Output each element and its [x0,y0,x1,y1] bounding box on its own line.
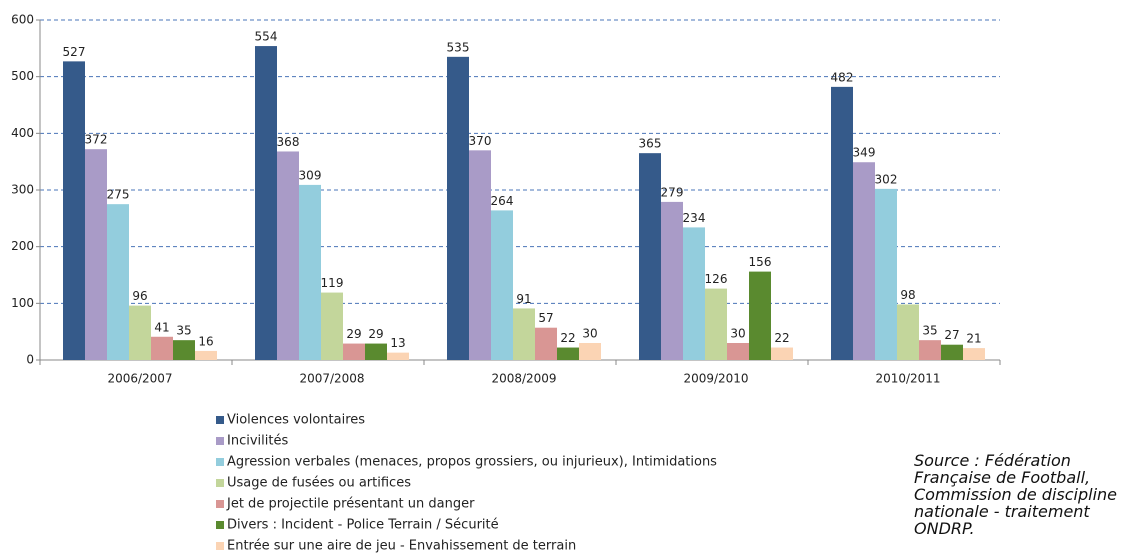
bar [941,344,963,360]
bar [749,271,771,360]
bar [727,343,749,360]
bar [535,327,557,360]
bar [255,46,277,361]
y-tick-label: 400 [11,126,34,140]
x-tick-label: 2008/2009 [491,372,556,386]
data-label: 234 [683,211,706,225]
data-label: 126 [705,272,728,286]
bar [107,204,129,360]
data-label: 96 [132,289,147,303]
data-label: 57 [538,311,553,325]
legend-swatch [216,500,224,508]
bar [705,288,727,360]
bar [853,162,875,360]
data-label: 535 [447,40,470,54]
legend-swatch [216,542,224,550]
bar [469,150,491,360]
data-label: 349 [853,146,876,160]
data-label: 21 [966,332,981,346]
data-label: 365 [639,137,662,151]
x-tick-label: 2010/2011 [875,372,940,386]
legend-label: Divers : Incident - Police Terrain / Séc… [227,518,499,533]
bar [897,304,919,360]
bar [129,305,151,360]
legend-swatch [216,437,224,445]
data-label: 29 [368,327,383,341]
y-tick-label: 0 [26,353,34,367]
data-label: 29 [346,327,361,341]
data-label: 482 [831,70,854,84]
data-label: 22 [774,331,789,345]
data-label: 98 [900,288,915,302]
bar [557,347,579,360]
source-note: Source : Fédération Française de Footbal… [914,451,1118,538]
data-label: 13 [390,336,405,350]
data-label: 27 [944,328,959,342]
data-label: 527 [63,45,86,59]
legend-swatch [216,458,224,466]
bar [447,56,469,360]
bar [513,308,535,360]
bar [963,348,985,360]
legend-swatch [216,479,224,487]
data-label: 368 [277,135,300,149]
bar [63,61,85,360]
x-tick-label: 2009/2010 [683,372,748,386]
bar [831,86,853,360]
bar [151,336,173,360]
bar [771,347,793,360]
data-label: 91 [516,292,531,306]
data-label: 309 [299,168,322,182]
legend-label: Agression verbales (menaces, propos gros… [227,455,717,470]
data-label: 264 [491,194,514,208]
data-label: 302 [875,172,898,186]
bar [365,343,387,360]
legend-swatch [216,521,224,529]
x-tick-label: 2006/2007 [107,372,172,386]
legend-label: Incivilités [227,434,288,449]
data-label: 16 [198,334,213,348]
bar [173,340,195,360]
bar [195,350,217,360]
bar [321,292,343,360]
data-label: 35 [922,324,937,338]
y-tick-label: 200 [11,239,34,253]
x-tick-label: 2007/2008 [299,372,364,386]
y-tick-label: 300 [11,183,34,197]
bar [639,153,661,360]
data-label: 370 [469,134,492,148]
legend-label: Usage de fusées ou artifices [227,476,411,491]
data-label: 35 [176,324,191,338]
data-label: 41 [154,320,169,334]
data-label: 372 [85,133,108,147]
data-label: 30 [582,327,597,341]
bar [683,227,705,360]
bar [875,188,897,360]
data-label: 554 [255,30,278,44]
y-tick-label: 500 [11,69,34,83]
bar [277,151,299,360]
data-label: 22 [560,331,575,345]
y-tick-label: 600 [11,13,34,27]
bar [491,210,513,360]
legend-label: Jet de projectile présentant un danger [226,497,475,512]
y-tick-label: 100 [11,296,34,310]
bar [85,149,107,360]
data-label: 279 [661,185,684,199]
legend-label: Entrée sur une aire de jeu - Envahisseme… [227,539,576,554]
bar [387,352,409,360]
bar [919,340,941,360]
bar [579,343,601,360]
bar [299,184,321,360]
data-label: 275 [107,188,130,202]
legend-swatch [216,416,224,424]
bar [343,343,365,360]
bar [661,201,683,360]
data-label: 156 [749,255,772,269]
data-label: 119 [321,276,344,290]
data-label: 30 [730,327,745,341]
legend-label: Violences volontaires [227,413,365,428]
